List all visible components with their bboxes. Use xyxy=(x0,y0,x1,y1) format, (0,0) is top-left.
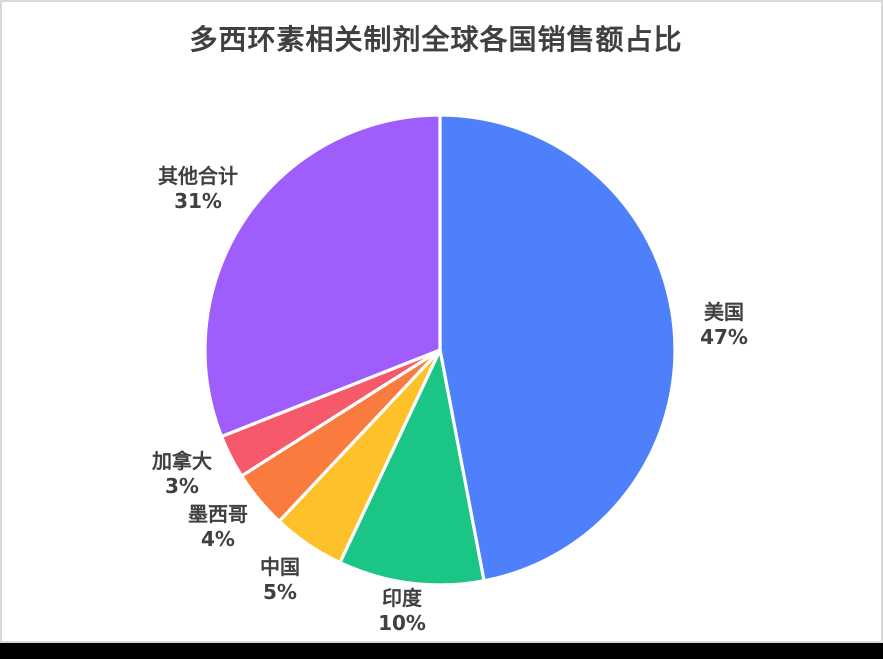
slice-label-value: 5% xyxy=(263,580,297,604)
slice-label-china: 中国 5% xyxy=(260,555,300,605)
slice-label-name: 加拿大 xyxy=(152,449,212,473)
slice-label-value: 31% xyxy=(174,189,222,213)
pie-chart xyxy=(203,113,677,587)
slice-label-canada: 加拿大 3% xyxy=(152,449,212,499)
bottom-black-bar xyxy=(0,643,883,659)
slice-label-value: 47% xyxy=(700,325,748,349)
pie-slice-others xyxy=(203,113,442,439)
slice-label-usa: 美国 47% xyxy=(700,300,748,350)
slice-label-others: 其他合计 31% xyxy=(158,164,238,214)
pie-slice-india xyxy=(338,348,486,587)
pie-slice-usa xyxy=(438,113,677,583)
slice-label-name: 中国 xyxy=(260,555,300,579)
slice-label-name: 印度 xyxy=(382,586,422,610)
slice-label-mexico: 墨西哥 4% xyxy=(188,502,248,552)
slice-label-name: 其他合计 xyxy=(158,164,238,188)
slice-label-name: 美国 xyxy=(704,300,744,324)
slice-label-value: 3% xyxy=(165,474,199,498)
slice-label-value: 10% xyxy=(378,611,426,635)
slice-label-value: 4% xyxy=(201,527,235,551)
chart-canvas: 多西环素相关制剂全球各国销售额占比 其他合计 31% 美国 47% 加拿大 3%… xyxy=(0,0,883,643)
chart-title: 多西环素相关制剂全球各国销售额占比 xyxy=(189,23,683,56)
slice-label-name: 墨西哥 xyxy=(188,502,248,526)
slice-label-india: 印度 10% xyxy=(378,586,426,636)
